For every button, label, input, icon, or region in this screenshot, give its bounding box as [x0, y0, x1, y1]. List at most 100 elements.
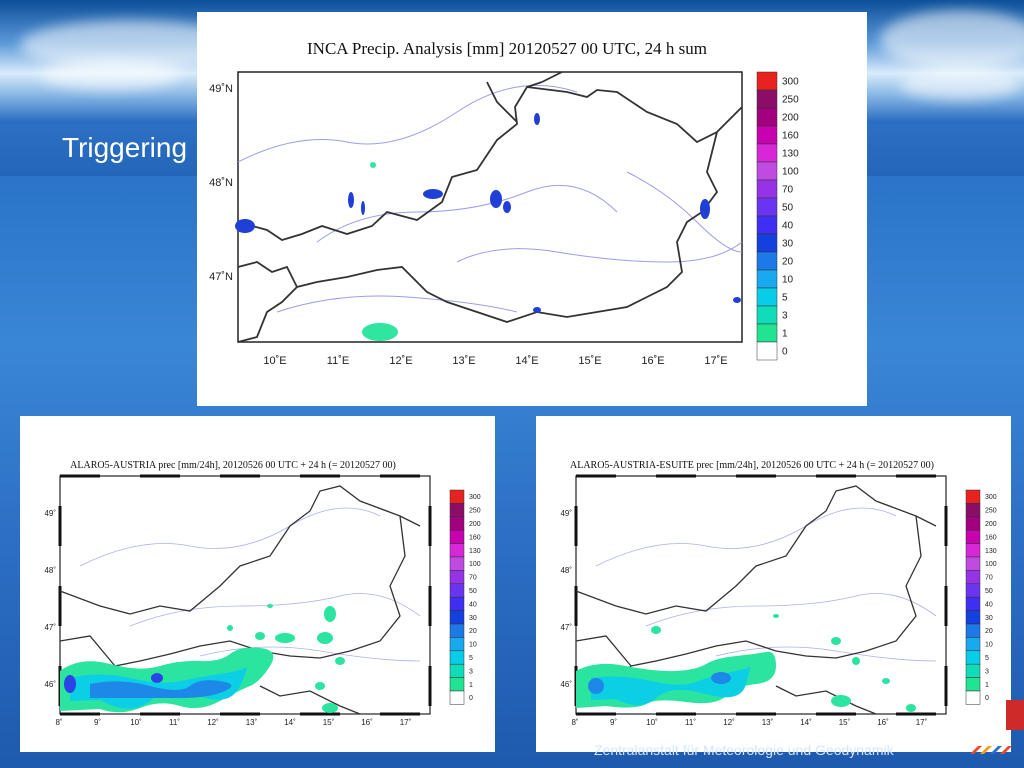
- esuite-scale-swatch: [965, 650, 981, 665]
- alaro-scale-swatch: [449, 690, 465, 705]
- inca-precip-map: INCA Precip. Analysis [mm] 20120527 00 U…: [209, 39, 799, 367]
- esuite-scale-swatch: [965, 503, 981, 518]
- esuite-lat-label: 49˚: [560, 509, 572, 518]
- footer-organization: Zentralanstalt für Meteorologie und Geod…: [594, 742, 894, 758]
- alaro-scale-label: 50: [469, 588, 477, 595]
- alaro-lat-label: 46˚: [44, 680, 56, 689]
- esuite-scale-swatch: [965, 596, 981, 611]
- alaro-scale-label: 130: [469, 548, 481, 555]
- esuite-lon-label: 8˚: [571, 718, 578, 727]
- esuite-scale-swatch: [965, 637, 981, 652]
- inca-scale-swatch: [756, 71, 778, 91]
- alaro-scale-swatch: [449, 503, 465, 518]
- esuite-lat-label: 48˚: [560, 566, 572, 575]
- inca-lon-label: 13˚E: [452, 355, 475, 367]
- alaro-scale-swatch: [449, 489, 465, 504]
- inca-scale-label: 130: [782, 149, 799, 160]
- inca-scale-swatch: [756, 269, 778, 289]
- alaro-scale-label: 160: [469, 534, 481, 541]
- alaro-scale-label: 0: [469, 695, 473, 702]
- inca-scale-label: 0: [782, 347, 788, 358]
- inca-scale-swatch: [756, 197, 778, 217]
- inca-rivers: [237, 84, 743, 313]
- esuite-borders: [575, 485, 937, 715]
- alaro-precip-map: ALARO5-AUSTRIA prec [mm/24h], 20120526 0…: [44, 460, 481, 727]
- alaro-lat-label: 47˚: [44, 623, 56, 632]
- inca-scale-swatch: [756, 287, 778, 307]
- inca-scale-label: 50: [782, 203, 794, 214]
- inca-scale-label: 300: [782, 77, 799, 88]
- inca-precip-patches: [235, 113, 741, 341]
- esuite-lon-label: 13˚: [762, 718, 774, 727]
- esuite-lon-label: 12˚: [723, 718, 735, 727]
- esuite-scale-swatch: [965, 690, 981, 705]
- alaro-scale-label: 1: [469, 682, 473, 689]
- alaro-scale-swatch: [449, 529, 465, 544]
- alaro-map-title: ALARO5-AUSTRIA prec [mm/24h], 20120526 0…: [70, 460, 396, 471]
- alaro-lat-label: 49˚: [44, 509, 56, 518]
- esuite-scale-label: 1: [985, 682, 989, 689]
- alaro-scale-swatch: [449, 570, 465, 585]
- inca-scale-swatch: [756, 89, 778, 109]
- alaro-frame-ticks: [58, 474, 432, 716]
- esuite-lon-label: 16˚: [877, 718, 889, 727]
- alaro-lat-label: 48˚: [44, 566, 56, 575]
- esuite-scale-swatch: [965, 623, 981, 638]
- alaro-lon-label: 13˚: [246, 718, 258, 727]
- alaro-lon-labels: 8˚ 9˚ 10˚ 11˚ 12˚ 13˚ 14˚ 15˚ 16˚ 17˚: [55, 718, 411, 727]
- esuite-scale-swatch: [965, 570, 981, 585]
- esuite-scale-label: 70: [985, 575, 993, 582]
- inca-scale-swatch: [756, 215, 778, 235]
- esuite-scale-swatch: [965, 663, 981, 678]
- inca-lat-label: 49˚N: [209, 83, 233, 95]
- inca-map-title: INCA Precip. Analysis [mm] 20120527 00 U…: [307, 39, 707, 58]
- inca-scale-label: 40: [782, 221, 794, 232]
- alaro-map-panel: ALARO5-AUSTRIA prec [mm/24h], 20120526 0…: [20, 416, 495, 752]
- alaro-lat-labels: 49˚ 48˚ 47˚ 46˚: [44, 509, 56, 689]
- esuite-scale-swatch: [965, 677, 981, 692]
- esuite-scale-label: 30: [985, 615, 993, 622]
- alaro-scale-swatch: [449, 677, 465, 692]
- alaro-lon-label: 8˚: [55, 718, 62, 727]
- alaro-lon-label: 17˚: [400, 718, 412, 727]
- inca-lon-label: 17˚E: [704, 355, 727, 367]
- alaro-borders: [59, 485, 421, 715]
- alaro-scale-swatch: [449, 596, 465, 611]
- alaro-scale-label: 200: [469, 521, 481, 528]
- alaro-scale-swatch: [449, 650, 465, 665]
- alaro-lon-label: 10˚: [130, 718, 142, 727]
- esuite-lon-label: 9˚: [610, 718, 617, 727]
- alaro-scale-label: 300: [469, 494, 481, 501]
- inca-lon-label: 10˚E: [263, 355, 286, 367]
- esuite-frame-ticks: [574, 474, 948, 716]
- alaro-lon-label: 11˚: [169, 718, 180, 727]
- inca-scale-label: 5: [782, 293, 788, 304]
- esuite-scale-label: 0: [985, 695, 989, 702]
- slide-title: Triggering: [62, 132, 188, 163]
- esuite-scale-label: 160: [985, 534, 997, 541]
- inca-scale-swatch: [756, 233, 778, 253]
- esuite-map-panel: ALARO5-AUSTRIA-ESUITE prec [mm/24h], 201…: [536, 416, 1011, 752]
- alaro-scale-swatch: [449, 663, 465, 678]
- inca-lat-labels: 49˚N 48˚N 47˚N: [209, 83, 233, 283]
- esuite-scale-label: 40: [985, 601, 993, 608]
- alaro-scale-swatch: [449, 610, 465, 625]
- esuite-scale-label: 300: [985, 494, 997, 501]
- alaro-scale-swatch: [449, 543, 465, 558]
- esuite-scale-label: 20: [985, 628, 993, 635]
- esuite-rivers: [595, 507, 937, 662]
- inca-map-panel: INCA Precip. Analysis [mm] 20120527 00 U…: [197, 12, 867, 406]
- alaro-scale-label: 40: [469, 601, 477, 608]
- esuite-scale-label: 250: [985, 508, 997, 515]
- inca-scale-label: 10: [782, 275, 794, 286]
- inca-scale-swatch: [756, 323, 778, 343]
- inca-scale-label: 70: [782, 185, 794, 196]
- alaro-scale-swatch: [449, 556, 465, 571]
- esuite-scale-label: 100: [985, 561, 997, 568]
- inca-scale-swatch: [756, 161, 778, 181]
- inca-lon-label: 15˚E: [578, 355, 601, 367]
- alaro-scale-swatch: [449, 516, 465, 531]
- esuite-precip-patches: [576, 614, 916, 712]
